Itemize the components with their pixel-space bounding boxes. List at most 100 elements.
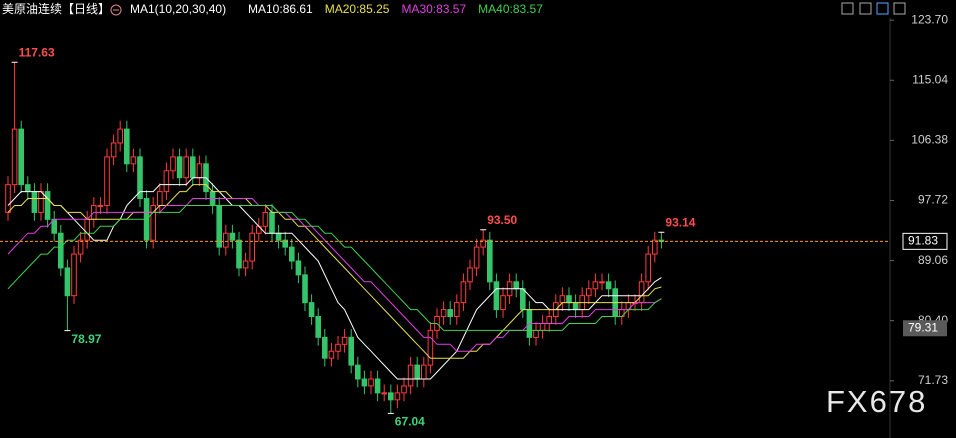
candle-body [110,142,117,158]
candle-body [361,378,368,387]
candle-body [5,184,11,213]
y-tick-label: 115.04 [912,72,948,86]
candle-body [328,350,335,359]
candle-body [289,246,295,262]
candle-body [242,260,249,269]
candle-body [84,218,91,241]
candle-body [520,288,526,311]
candle-body [249,232,255,262]
candle-body [586,288,592,297]
candle-body [31,191,38,213]
candle-body [183,156,189,179]
candle-body [401,385,407,394]
candle-body [388,392,394,401]
candle-body [421,364,427,380]
extreme-label: 67.04 [395,415,425,429]
candle-body [223,232,229,248]
candle-body [18,128,24,186]
y-tick-label: 89.06 [918,253,948,267]
candle-body [605,281,612,290]
candle-body [341,336,348,345]
candle-body [282,239,288,248]
chart-title: 美原油连续 [2,1,62,16]
candle-body [295,260,302,276]
tool-icon[interactable] [841,2,854,15]
toolbar [841,2,906,15]
watermark: FX678 [826,384,927,419]
candle-body [11,128,18,186]
extreme-label: 93.14 [665,215,695,229]
candle-body [460,281,467,304]
candle-body [473,246,480,269]
candle-body [513,281,520,290]
candle-body [533,329,539,338]
candle-body [104,156,110,206]
candle-body [262,211,269,227]
candle-body [137,156,143,200]
candle-body [150,204,156,241]
candle-body [414,364,420,380]
candle-body [170,156,176,172]
y-tick-label: 97.72 [918,193,948,207]
candle-body [44,191,51,220]
candle-body [302,274,308,304]
candle-body [315,316,321,338]
ma-line [7,205,662,331]
candle-body [229,232,236,241]
legend-name: MA10: [248,2,283,16]
candle-body [38,191,44,213]
candle-body [163,170,170,193]
candle-body [97,204,104,207]
candle-body [440,309,447,318]
candle-body [500,295,506,311]
candle-body [64,267,71,297]
candle-body [599,281,605,284]
candle-body [275,232,282,241]
collapse-icon[interactable] [110,4,122,16]
tool-icon[interactable] [893,2,906,15]
legend-value: 86.61 [283,2,313,16]
candle-body [355,364,361,380]
candle-body [348,336,354,366]
candle-body [480,239,486,248]
candle-body [652,239,658,255]
candle-body [25,184,31,193]
candle-body [130,156,137,165]
price-label: 91.83 [908,234,938,248]
candle-body [546,316,553,324]
candle-body [58,232,64,269]
candle-body [592,281,599,290]
candle-body [427,329,434,366]
ma-line [7,198,662,352]
tool-icon[interactable] [859,2,872,15]
y-tick-label: 106.38 [911,133,948,147]
legend-name: MA20: [325,2,360,16]
candle-body [447,309,453,318]
candle-body [269,211,275,234]
candle-body [157,191,163,206]
period: 【日线】 [62,2,110,16]
candle-body [196,163,203,179]
candle-body [190,156,196,179]
legend-value: 85.25 [359,2,389,16]
candle-body [322,336,328,359]
candle-body [124,128,130,165]
candle-body [374,378,381,394]
candle-body [467,267,473,283]
candle-body [77,239,84,255]
candle-body [559,295,566,304]
ma-line [7,184,662,359]
candle-body [539,322,546,331]
candle-body [493,281,500,311]
candle-body [487,239,493,283]
candle-body [638,281,645,304]
price-box [903,320,947,337]
candle-body [454,302,460,318]
extreme-label: 78.97 [71,332,101,346]
candle-body [407,364,414,387]
extreme-label: 93.50 [487,213,517,227]
tool-icon[interactable] [876,2,889,15]
candle-body [71,253,77,297]
